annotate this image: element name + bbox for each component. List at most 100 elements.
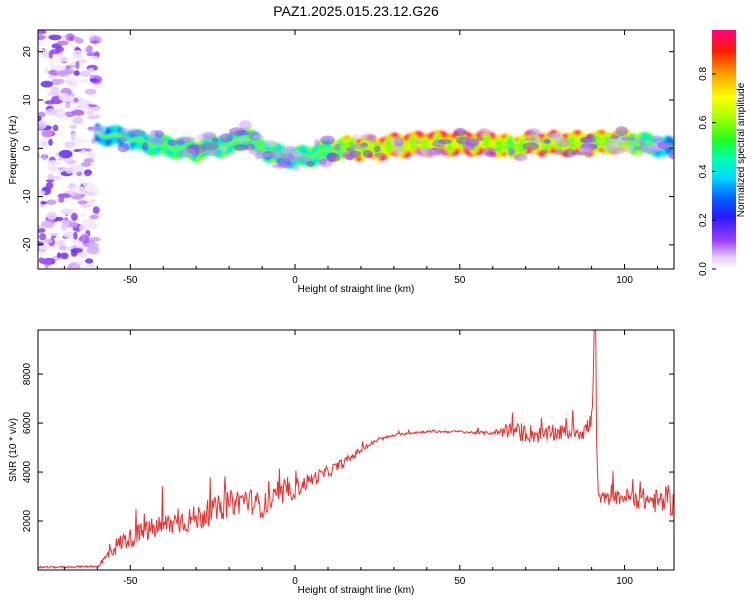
noise-blob	[39, 258, 53, 265]
noise-blob	[40, 201, 47, 205]
noise-blob	[86, 52, 96, 57]
halo-blob	[120, 127, 128, 135]
spectrogram-panel: -50 0 50 100 -20 -10 0 10 20 Height of straight …	[8, 29, 675, 295]
noise-blob	[62, 68, 75, 75]
noise-blob	[86, 246, 100, 255]
noise-blob	[65, 167, 74, 174]
noise-blob	[38, 111, 46, 118]
noise-blob	[56, 40, 69, 46]
halo-blob	[484, 151, 497, 158]
noise-blob	[46, 211, 58, 220]
y-tick-label: 4000	[22, 460, 33, 483]
noise-blob	[70, 212, 78, 221]
halo-blob	[117, 142, 130, 153]
noise-blob	[45, 179, 55, 183]
halo-blob	[543, 139, 551, 145]
noise-blob	[71, 171, 77, 176]
halo-blob	[621, 136, 636, 141]
halo-blob	[571, 151, 589, 156]
colorbar-tick-label: 0.6	[698, 115, 709, 129]
noise-blob	[84, 264, 96, 268]
colorbar-gradient	[712, 30, 736, 269]
noise-blob	[86, 108, 94, 117]
halo-blob	[465, 138, 480, 147]
noise-blob	[38, 244, 51, 250]
spectrogram-axes: -50 0 50 100 -20 -10 0 10 20	[22, 30, 674, 286]
y-tick-label: 2000	[22, 509, 33, 532]
noise-blob	[79, 70, 92, 77]
halo-blob	[291, 149, 302, 158]
noise-blob	[56, 252, 62, 259]
noise-blob	[71, 109, 85, 116]
noise-blob	[58, 245, 68, 251]
halo-blob	[319, 158, 327, 165]
halo-blob	[540, 149, 549, 155]
halo-blob	[252, 134, 265, 140]
noise-blob	[44, 100, 56, 105]
halo-blob	[615, 126, 628, 137]
noise-blob	[71, 61, 76, 66]
x-tick-label: 50	[454, 275, 466, 286]
noise-blob	[94, 84, 100, 89]
noise-blob	[38, 227, 46, 233]
halo-blob	[607, 147, 626, 155]
noise-blob	[86, 116, 98, 120]
spectrogram-x-label: Height of straight line (km)	[298, 284, 415, 295]
noise-blob	[91, 137, 97, 144]
halo-blob	[220, 145, 228, 153]
noise-blob	[69, 124, 77, 129]
noise-blob	[44, 67, 49, 75]
noise-blob	[85, 148, 92, 152]
y-tick-label: -10	[22, 189, 33, 204]
colorbar-tick-label: 0.0	[698, 262, 709, 276]
halo-blob	[203, 149, 220, 157]
noise-blob	[89, 78, 98, 83]
x-tick-label: 100	[616, 275, 633, 286]
halo-blob	[116, 137, 128, 142]
noise-blob	[46, 160, 61, 167]
noise-blob	[86, 45, 93, 54]
noise-blob	[64, 141, 75, 149]
halo-blob	[341, 151, 357, 160]
halo-blob	[142, 142, 149, 151]
figure-title: PAZ1.2025.015.23.12.G26	[273, 3, 439, 19]
snr-y-label: SNR (10 * v/v)	[8, 418, 19, 482]
noise-blob	[79, 78, 89, 84]
halo-blob	[269, 150, 283, 160]
halo-blob	[453, 128, 467, 137]
noise-blob	[75, 260, 85, 266]
noise-blob	[58, 196, 65, 203]
halo-blob	[182, 136, 196, 142]
noise-blob	[88, 67, 95, 72]
noise-blob	[46, 199, 57, 205]
noise-blob	[80, 189, 89, 195]
halo-blob	[212, 137, 219, 144]
halo-blob	[580, 137, 593, 143]
noise-blob	[70, 132, 76, 141]
noise-blob	[82, 181, 92, 187]
noise-blob	[87, 152, 96, 159]
noise-blob	[84, 258, 94, 264]
noise-blob	[38, 190, 46, 195]
noise-blob	[88, 223, 98, 229]
x-tick-label: 100	[616, 576, 633, 587]
halo-blob	[363, 150, 373, 159]
noise-blob	[60, 252, 69, 260]
noise-blob	[38, 48, 44, 52]
halo-blob	[167, 139, 177, 146]
y-tick-label: 0	[22, 145, 33, 151]
noise-blob	[92, 206, 100, 214]
noise-blob	[38, 139, 42, 143]
noise-blob	[65, 66, 71, 70]
y-tick-label: 8000	[22, 363, 33, 386]
noise-blob	[41, 140, 48, 147]
halo-blob	[334, 143, 341, 151]
halo-blob	[577, 147, 591, 153]
halo-blob	[524, 131, 537, 135]
noise-blob	[57, 157, 63, 161]
noise-blob	[78, 150, 88, 154]
noise-blob	[55, 78, 65, 84]
noise-blob	[45, 181, 54, 190]
noise-blob	[38, 121, 47, 130]
